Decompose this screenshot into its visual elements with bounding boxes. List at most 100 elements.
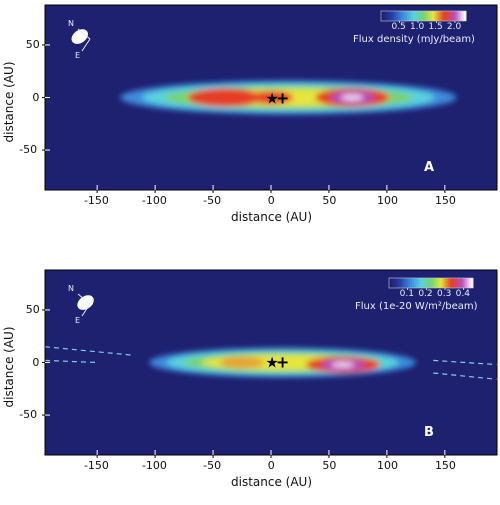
x-tick-label-b: -50 [203,459,222,472]
colorbar-segment-a [440,11,444,21]
colorbar-segment-a [461,11,465,21]
colorbar-segment-a [391,11,395,21]
y-tick-label-b: 50 [25,302,40,316]
y-tick-label-a: 0 [32,90,40,104]
colorbar-segment-b [468,278,472,288]
disk-peak-max-a [341,94,364,101]
colorbar-segment-a [436,11,439,21]
colorbar-segment-b [399,278,403,288]
disk-peak-b [219,356,265,369]
colorbar-segment-a [429,11,433,21]
colorbar-segment-b [401,278,405,288]
colorbar-segment-a [408,11,412,21]
colorbar-segment-a [449,11,452,21]
colorbar-tick-label-b: 0.4 [455,289,470,299]
colorbar-tick-label-b: 0.2 [418,289,433,299]
colorbar-segment-b [466,278,470,288]
colorbar-tick-label-a: 0.5 [391,22,406,32]
colorbar-segment-b [424,278,428,288]
colorbar-segment-b [447,278,451,288]
colorbar-label-a: Flux density (mJy/beam) [353,34,475,45]
colorbar-segment-b [407,278,411,288]
colorbar-segment-b [410,278,413,288]
compass-east-b: E [75,316,81,325]
colorbar-segment-b [470,278,474,288]
colorbar-segment-a [389,11,393,21]
colorbar-segment-a [387,11,390,21]
x-axis-title-a: distance (AU) [231,210,313,224]
colorbar-segment-a [383,11,386,21]
colorbar-segment-a [451,11,454,21]
disk-peak-max-b [331,361,354,368]
colorbar-segment-a [402,11,405,21]
panel-a: ★ + distance (AU) distance (AU) Flux dens… [0,0,500,250]
emission-layer-b: ★+ [45,295,497,380]
colorbar-segment-b [395,278,398,288]
colorbar-segment-b [443,278,447,288]
colorbar-segment-a [463,11,467,21]
colorbar-label-b: Flux (1e-20 W/m²/beam) [355,301,478,312]
colorbar-segment-b [460,278,463,288]
panel-b: ★ + distance (AU) distance (AU) Flux (1e-… [0,250,500,505]
x-tick-label-b: 50 [322,459,337,472]
colorbar-tick-label-a: 1.5 [428,22,443,32]
emission-layer-a: ★+ [71,29,457,115]
colorbar-segment-a [385,11,388,21]
plus-marker-b: + [276,353,289,372]
colorbar-segment-a [395,11,399,21]
colorbar-segment-b [464,278,468,288]
y-axis-title-a: distance (AU) [2,61,16,143]
colorbar-segment-b [389,278,392,288]
colorbar-segment-a [427,11,431,21]
beam-ellipse-a [71,29,89,44]
colorbar-segment-a [423,11,427,21]
compass-north-arrow-a [77,28,91,40]
compass-east-arrow-b [81,303,91,317]
colorbar-segment-b [414,278,417,288]
star-marker-a: ★ [265,90,278,108]
colorbar-frame-a [380,10,467,22]
colorbar-segment-b [435,278,438,288]
compass-north-arrow-b [77,293,91,305]
colorbar-segment-a [438,11,441,21]
colorbar-segment-b [405,278,409,288]
colorbar-segment-b [456,278,459,288]
colorbar-segment-a [393,11,397,21]
colorbar-segment-a [459,11,463,21]
heatmap-plot-a: ★+ [42,4,498,193]
compass-north-a: N [68,19,74,28]
colorbar-segment-a [425,11,429,21]
colorbar-segment-b [445,278,449,288]
colorbar-segment-b [454,278,457,288]
colorbar-segment-b [416,278,419,288]
colorbar-tick-label-b: 0.1 [399,289,414,299]
colorbar-segment-a [404,11,407,21]
y-axis-title-b: distance (AU) [2,326,16,408]
colorbar-segment-b [418,278,421,288]
compass-east-arrow-a [81,38,91,52]
colorbar-segment-a [434,11,437,21]
colorbar-segment-a [421,11,424,21]
compass-east-a: E [75,51,81,60]
disk-peak-a [187,88,262,107]
x-tick-label-a: -150 [83,194,109,207]
colorbar-segment-b [452,278,455,288]
y-tick-label-b: 0 [32,355,40,369]
y-tick-label-a: 50 [25,37,40,51]
colorbar-segment-a [442,11,446,21]
disk-peak-a [248,91,294,104]
compass-north-b: N [68,284,74,293]
colorbar-segment-a [400,11,403,21]
y-tick-label-b: -50 [19,408,38,422]
colorbar-segment-a [412,11,416,21]
colorbar-segment-b [393,278,396,288]
panel-letter-a: A [424,160,435,175]
colorbar-segment-a [417,11,420,21]
colorbar-segment-a [381,11,384,21]
colorbar-segment-a [410,11,414,21]
colorbar-frame-b [388,277,474,289]
colorbar-segment-b [431,278,434,288]
x-tick-label-b: 100 [376,459,398,472]
colorbar-segment-b [441,278,445,288]
x-tick-label-a: 50 [322,194,337,207]
